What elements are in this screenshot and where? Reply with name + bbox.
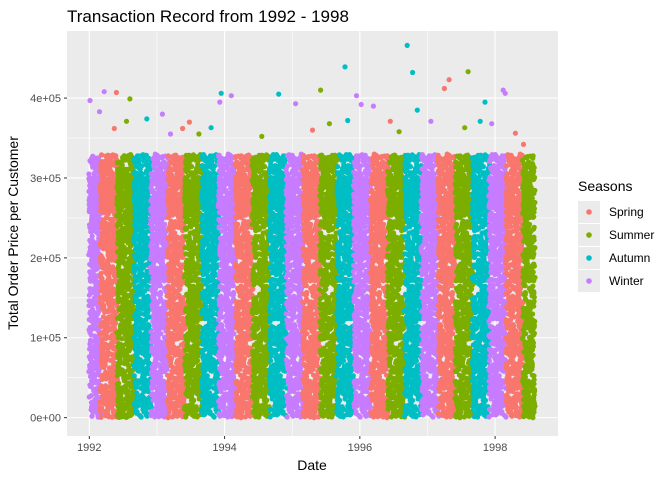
- data-point: [169, 356, 174, 361]
- data-point: [158, 331, 163, 336]
- data-point: [99, 415, 104, 420]
- data-point: [89, 393, 94, 398]
- data-point: [160, 261, 165, 266]
- data-point: [97, 400, 102, 405]
- data-point: [162, 222, 167, 227]
- data-point: [132, 373, 137, 378]
- data-point: [147, 323, 152, 328]
- data-point: [184, 343, 189, 348]
- data-point: [89, 414, 94, 419]
- data-point: [190, 256, 195, 261]
- data-point: [158, 290, 163, 295]
- data-point: [165, 415, 170, 420]
- data-point: [172, 230, 177, 235]
- data-point: [189, 164, 194, 169]
- data-point: [143, 224, 148, 229]
- chart-title: Transaction Record from 1992 - 1998: [67, 7, 349, 26]
- data-point: [188, 158, 193, 163]
- data-point: [139, 163, 144, 168]
- data-point: [99, 152, 104, 157]
- data-point: [113, 321, 118, 326]
- data-point: [148, 403, 153, 408]
- data-point: [182, 325, 187, 330]
- data-point: [137, 331, 142, 336]
- data-point: [182, 362, 187, 367]
- data-point: [177, 286, 182, 291]
- data-point: [86, 171, 91, 176]
- data-point: [195, 358, 200, 363]
- data-point: [139, 414, 144, 419]
- data-point: [158, 374, 163, 379]
- data-point: [127, 321, 132, 326]
- data-point: [158, 283, 163, 288]
- data-point: [191, 398, 196, 403]
- data-point: [103, 362, 108, 367]
- data-point: [127, 363, 132, 368]
